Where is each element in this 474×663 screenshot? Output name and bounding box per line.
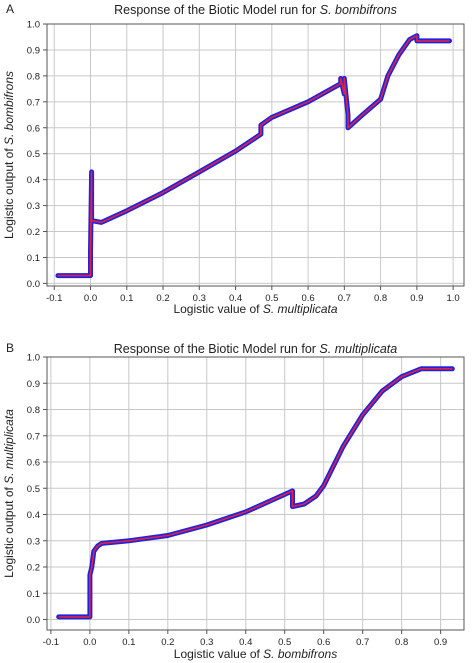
panel-b-series-band (56, 366, 455, 620)
panel-b-x-tick-label: 0.6 (317, 637, 330, 648)
panel-a-y-tick-label: 0.8 (27, 71, 40, 82)
panel-b-x-tick-label: 0.0 (83, 637, 96, 648)
panel-b-y-tick-label: 0.8 (27, 405, 40, 416)
panel-a-x-tick-label: 0.9 (410, 293, 423, 304)
panel-a-x-tick-label: 1.0 (447, 293, 460, 304)
panel-b-x-tick-label: 0.1 (122, 637, 135, 648)
panel-a-y-tick-label: 0.7 (27, 97, 40, 108)
panel-a-y-tick-label: 0.3 (27, 201, 40, 212)
panel-a-x-tick-label: 0.6 (301, 293, 314, 304)
panel-a-x-tick-label: 0.0 (84, 293, 97, 304)
panel-a-label: A (6, 2, 14, 16)
panel-a-x-tick-label: -0.1 (46, 293, 62, 304)
panel-b-title: Response of the Biotic Model run for S. … (114, 342, 398, 356)
panel-b-label: B (6, 341, 14, 355)
panel-b-x-axis-label: Logistic value of S. bombifrons (174, 647, 337, 661)
panel-b-y-tick-label: 0.0 (27, 615, 40, 626)
panel-b-y-tick-label: 0.2 (27, 563, 40, 574)
panel-a-x-axis-label: Logistic value of S. multiplicata (173, 302, 337, 316)
panel-b-x-tick-label: 0.7 (356, 637, 369, 648)
panel-b-y-tick-label: 0.5 (27, 484, 40, 495)
panel-a-x-tick-label: 0.8 (374, 293, 387, 304)
panel-a-title: Response of the Biotic Model run for S. … (114, 3, 397, 17)
panel-a-y-axis-label: Logistic output of S. bombifrons (2, 71, 16, 239)
panel-a-y-tick-label: 0.1 (27, 253, 40, 264)
panel-a-plot-frame (46, 23, 465, 287)
panel-a-x-tick-label: 0.5 (265, 293, 278, 304)
panel-a-y-tick-label: 0.6 (27, 123, 40, 134)
panel-a-y-tick-label: 0.5 (27, 149, 40, 160)
panel-b-x-tick-label: -0.1 (43, 637, 59, 648)
panel-a-x-tick-label: 0.7 (338, 293, 351, 304)
panel-a-y-tick-label: 0.2 (27, 227, 40, 238)
panel-a-x-tick-label: 0.1 (120, 293, 133, 304)
panel-b-y-tick-label: 0.4 (27, 510, 40, 521)
panel-a-x-tick-label: 0.2 (156, 293, 169, 304)
panel-b-x-tick-label: 0.4 (239, 637, 252, 648)
panel-b-x-tick-label: 0.8 (395, 637, 408, 648)
panel-b-y-tick-label: 1.0 (27, 353, 40, 364)
panel-a-y-tick-label: 1.0 (27, 20, 40, 31)
panel-a-series-line (57, 34, 450, 277)
panel-b-y-axis-label: Logistic output of S. multiplicata (2, 409, 16, 578)
panel-b-x-tick-label: 0.3 (200, 637, 213, 648)
panel-a-y-tick-label: 0.0 (27, 279, 40, 290)
panel-b-x-tick-label: 0.5 (278, 637, 291, 648)
panel-b-y-tick-label: 0.3 (27, 536, 40, 547)
panel-b-y-tick-label: 0.9 (27, 379, 40, 390)
panel-b-x-tick-label: 0.9 (434, 637, 447, 648)
panel-b-y-tick-label: 0.6 (27, 458, 40, 469)
panel-a-x-tick-label: 0.4 (229, 293, 242, 304)
panel-b-x-tick-label: 0.2 (161, 637, 174, 648)
panel-b-plot-frame (46, 356, 465, 631)
panel-a-y-tick-label: 0.9 (27, 45, 40, 56)
panel-b-y-tick-label: 0.1 (27, 589, 40, 600)
panel-b-series-line (58, 367, 453, 618)
panel-a-y-tick-label: 0.4 (27, 175, 40, 186)
panel-b-y-tick-label: 0.7 (27, 431, 40, 442)
panel-a-x-tick-label: 0.3 (193, 293, 206, 304)
